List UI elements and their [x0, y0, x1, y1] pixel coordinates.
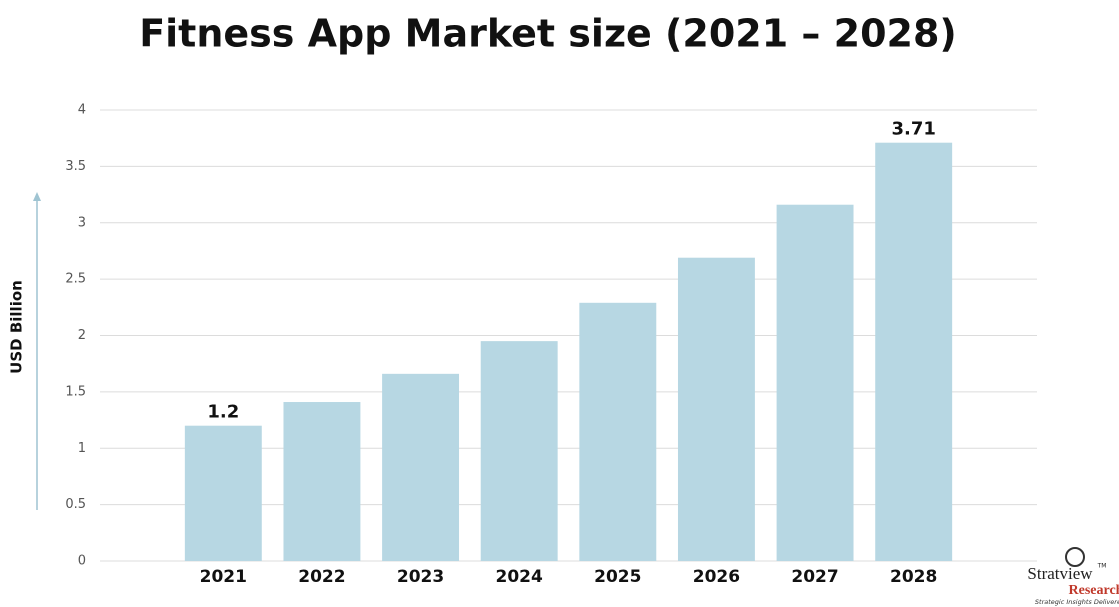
y-tick-label: 0: [78, 554, 86, 569]
x-tick-label: 2027: [791, 567, 838, 587]
y-tick-label: 4: [78, 103, 86, 118]
bar: [283, 402, 361, 561]
value-label: 1.2: [207, 402, 239, 423]
bar: [776, 204, 854, 561]
y-tick-label: 2: [78, 328, 86, 343]
logo-trademark: TM: [1097, 563, 1107, 570]
logo-sub: Research: [1069, 583, 1119, 598]
bar: [875, 142, 953, 561]
chart-title: Fitness App Market size (2021 – 2028): [139, 12, 957, 56]
logo: Stratview TM Research Strategic Insights…: [1027, 547, 1119, 606]
y-tick-label: 1: [78, 441, 86, 456]
y-tick-label: 3.5: [65, 159, 86, 174]
y-tick-label: 0.5: [65, 497, 86, 512]
bar: [382, 373, 460, 561]
bar: [480, 341, 558, 561]
y-axis-label: USD Billion: [8, 280, 26, 374]
x-tick-label: 2025: [594, 567, 641, 587]
bar: [579, 302, 657, 561]
logo-name: Stratview: [1027, 564, 1093, 583]
logo-icon: [1065, 547, 1085, 567]
bar: [677, 257, 755, 561]
y-tick-label: 1.5: [65, 384, 86, 399]
axis-arrow-head: [33, 192, 41, 201]
x-tick-label: 2026: [693, 567, 740, 587]
logo-tagline: Strategic Insights Delivered: [1035, 598, 1119, 606]
value-label: 3.71: [891, 119, 935, 140]
x-tick-label: 2023: [397, 567, 444, 587]
x-tick-label: 2028: [890, 567, 937, 587]
x-tick-label: 2021: [200, 567, 247, 587]
x-tick-label: 2024: [496, 567, 543, 587]
x-tick-label: 2022: [298, 567, 345, 587]
bar: [184, 425, 262, 561]
y-tick-label: 2.5: [65, 272, 86, 287]
y-tick-label: 3: [78, 215, 86, 230]
